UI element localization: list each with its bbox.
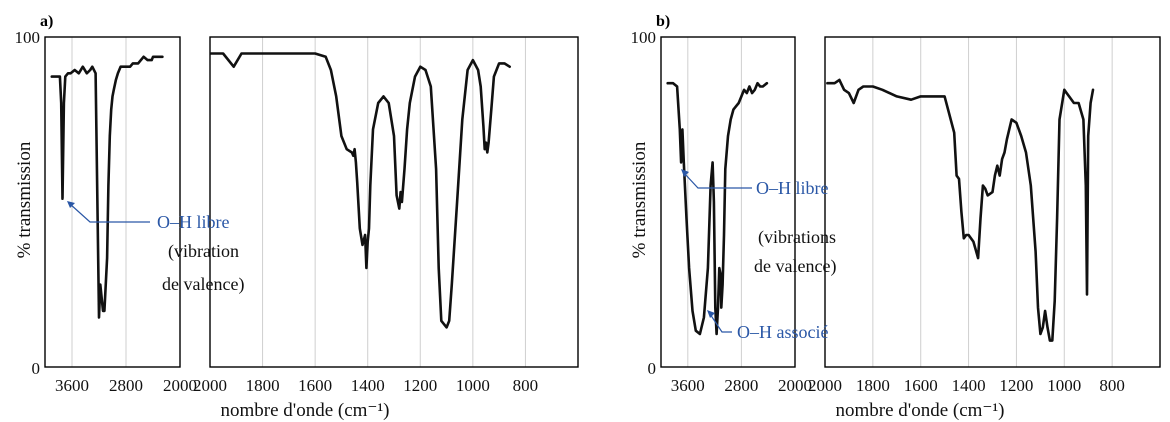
panel-b-segment-2: 2000 1800 1600 1400 1200 1000 800 [808,36,1161,395]
panel-b-ytick-bottom: 0 [648,359,657,378]
panel-a-seg1-xtick-0: 3600 [55,376,89,395]
panel-a-seg2-xtick-1: 1800 [246,376,280,395]
panel-b-seg1-frame [660,36,796,368]
panel-b-seg2-xtick-6: 800 [1099,376,1125,395]
panel-a-seg2-xtick-0: 2000 [193,376,227,395]
panel-b-segment-1: 3600 2800 2000 [660,36,812,395]
panel-a-seg2-spectrum-line [210,52,511,329]
panel-b-oh-libre-arrowhead [681,169,689,177]
panel-b-seg2-xtick-0: 2000 [808,376,842,395]
panel-b-seg2-gridlines [872,37,1113,367]
panel-b-oh-associe-arrowhead [707,310,715,318]
panel-b-seg2-xtick-3: 1400 [952,376,986,395]
panel-b-oh-libre-label: O–H libre [756,178,828,198]
panel-a-oh-libre-label: O–H libre [157,212,229,232]
panel-a-seg2-xtick-3: 1400 [351,376,385,395]
panel-b-seg2-frame [824,36,1161,368]
panel-a-seg2-xtick-6: 800 [513,376,539,395]
panel-b-seg1-xtick-1: 2800 [724,376,758,395]
panel-b-oh-associe-label: O–H associé [737,322,828,342]
panel-a-xlabel: nombre d'onde (cm⁻¹) [221,400,390,421]
panel-b-label: b) [656,13,670,30]
panel-a-seg2-xtick-4: 1200 [403,376,437,395]
panel-b-seg2-xtick-4: 1200 [999,376,1033,395]
panel-b-seg2-xtick-5: 1000 [1047,376,1081,395]
panel-b-oh-libre-leader [683,172,752,189]
panel-a-seg1-xtick-2: 2000 [163,376,197,395]
panel-a-oh-libre-leader [69,203,150,223]
panel-a-segment-2: 2000 1800 1600 1400 1200 1000 800 [193,36,579,395]
panel-a-oh-libre-arrowhead [67,201,75,208]
panel-a-seg2-gridlines [262,37,526,367]
panel-b-seg2-xtick-1: 1800 [856,376,890,395]
panel-b-ytick-top: 100 [631,28,657,47]
panel-a-ytick-top: 100 [15,28,41,47]
panel-b: b) % transmission 100 0 3600 2800 2000 2… [629,13,1161,421]
panel-b-seg2-spectrum-line [826,78,1095,342]
panel-b-ylabel: % transmission [629,141,650,258]
panel-a-ytick-bottom: 0 [32,359,41,378]
panel-a-seg2-xtick-5: 1000 [456,376,490,395]
panel-a-segment-1: 3600 2800 2000 [44,36,197,395]
panel-b-valence-label-line2: de valence) [754,256,836,277]
panel-b-seg1-xtick-2: 2000 [778,376,812,395]
panel-b-seg2-xtick-2: 1600 [904,376,938,395]
panel-b-seg1-xtick-0: 3600 [671,376,705,395]
panel-b-seg1-spectrum-line [666,81,769,336]
panel-b-valence-label-line1: (vibrations [758,227,836,248]
panel-a-seg1-frame [44,36,181,368]
panel-a-seg1-xtick-1: 2800 [109,376,143,395]
panel-a-seg1-gridlines [71,37,127,367]
panel-a-label: a) [40,13,53,30]
panel-b-xlabel: nombre d'onde (cm⁻¹) [836,400,1005,421]
panel-b-oh-associe-leader [709,313,732,333]
panel-a-seg2-frame [209,36,579,368]
panel-a: a) % transmission 100 0 3600 2800 2000 2… [14,13,579,421]
panel-a-valence-label-line2: de valence) [162,274,244,295]
panel-b-seg1-gridlines [687,37,742,367]
panel-a-seg1-spectrum-line [50,55,164,319]
panel-a-valence-label-line1: (vibration [168,241,239,262]
panel-a-seg2-xtick-2: 1600 [298,376,332,395]
panel-a-ylabel: % transmission [14,141,35,258]
